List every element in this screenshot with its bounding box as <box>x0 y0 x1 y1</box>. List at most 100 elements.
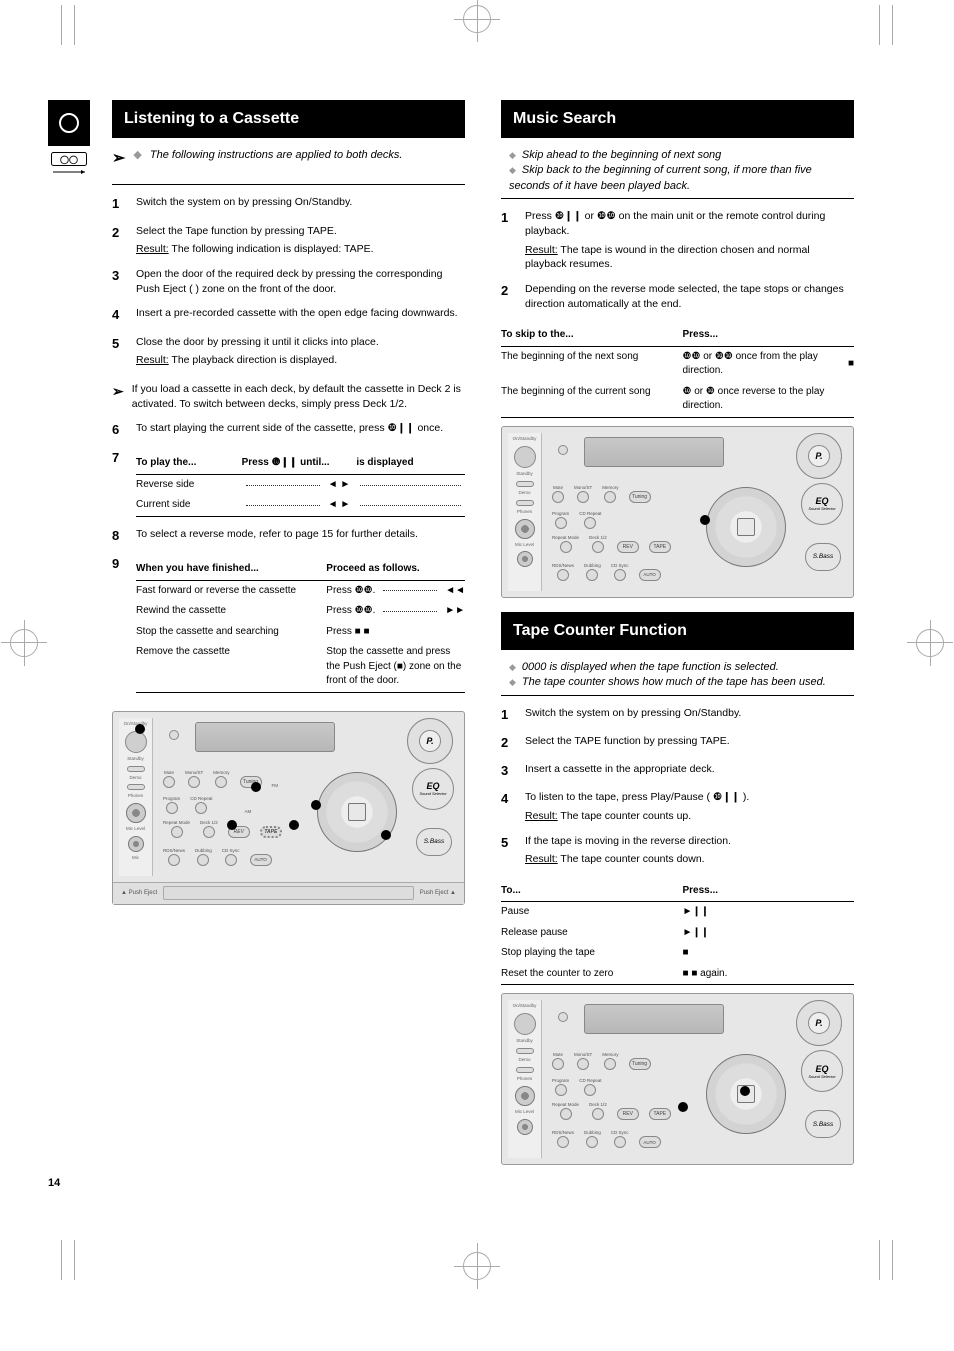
callout-pointer <box>135 724 145 734</box>
col-head: Press... <box>683 884 855 899</box>
list-item: Skip ahead to the beginning of next song <box>509 148 854 163</box>
panel-button: Program <box>552 511 569 529</box>
ir-sensor-icon <box>169 730 179 740</box>
step-number: 4 <box>112 306 126 324</box>
step: 1Switch the system on by pressing On/Sta… <box>112 195 465 213</box>
panel-button: CD Sync <box>611 563 629 581</box>
am-label: AM <box>245 809 252 814</box>
registration-mark <box>10 629 38 657</box>
panel-button: RDS/News <box>552 1130 574 1148</box>
result-label: Result: <box>136 354 169 366</box>
step-8: 8 To select a reverse mode, refer to page… <box>112 527 465 545</box>
panel-button: Repeat Mode <box>552 535 579 553</box>
step-body: Insert a cassette in the appropriate dec… <box>525 762 854 780</box>
display-screen <box>584 437 724 467</box>
step: 2Select the TAPE function by pressing TA… <box>501 734 854 752</box>
device-main-panel: P. Mute Mono/ST Memory Tuning FM Program <box>157 718 458 876</box>
crop-mark <box>55 5 81 45</box>
cell: Press ❿❿. <box>326 604 375 619</box>
result-label: Result: <box>525 244 558 256</box>
auto-pill: AUTO <box>639 569 661 581</box>
label: On/Standby <box>513 437 537 442</box>
col-head: Press ❿❙❙ until... <box>242 456 351 471</box>
panel-button: CD Repeat <box>190 796 212 814</box>
eq-label: EQ <box>426 781 439 791</box>
step-body: Close the door by pressing it until it c… <box>136 335 465 368</box>
label: Phones <box>517 1077 532 1082</box>
power-button-icon <box>514 446 536 468</box>
jack-icon <box>126 803 146 823</box>
panel-button: CD Repeat <box>579 1078 601 1096</box>
step-body: Press ❿❙❙ or ❿❿ on the main unit or the … <box>525 209 854 272</box>
stop-icon <box>348 803 366 821</box>
cell: Reset the counter to zero <box>501 967 673 982</box>
device-front-illustration: On/Standby Standby Demo Phones Mic Level <box>501 426 854 598</box>
panel-button: Deck 1/2 <box>589 535 607 553</box>
panel-button: Dubbing <box>584 563 601 581</box>
device-left-strip: On/Standby Standby Demo Phones Mic Level… <box>119 718 153 876</box>
rev-pill: REV <box>617 1108 639 1120</box>
result-text: The following indication is displayed: T… <box>171 243 373 255</box>
step-body: Open the door of the required deck by pr… <box>136 267 465 296</box>
list-item: Skip back to the beginning of current so… <box>509 163 854 194</box>
cell: Release pause <box>501 926 673 941</box>
result-label: Result: <box>525 853 558 865</box>
crop-mark <box>873 5 899 45</box>
label: Demo <box>129 776 141 781</box>
jack-icon <box>517 551 533 567</box>
tape-pill: TAPE <box>649 541 671 553</box>
left-column: Listening to a Cassette ➢ ◆ The followin… <box>112 100 465 1165</box>
cell: Stop the cassette and press the Push Eje… <box>326 645 465 689</box>
right-title-1: Music Search <box>501 100 854 138</box>
volume-knob: P. <box>796 1000 844 1048</box>
crop-mark <box>873 1240 899 1280</box>
eq-button: EQSound Selector <box>412 768 454 810</box>
device-front-illustration: On/Standby Standby Demo Phones Mic Level… <box>112 711 465 905</box>
cell: Reverse side <box>136 478 236 493</box>
cell: Press ■ <box>326 626 360 637</box>
step-body: If the tape is moving in the reverse dir… <box>525 834 854 867</box>
cell: The beginning of the next song <box>501 350 673 379</box>
step: 6To start playing the current side of th… <box>112 421 465 439</box>
registration-mark <box>463 5 491 33</box>
display-screen <box>195 722 335 752</box>
intro-list: 0000 is displayed when the tape function… <box>509 660 854 691</box>
ir-sensor-icon <box>558 1012 568 1022</box>
volume-knob: P. <box>796 433 844 481</box>
page: ◯◯ Listening to a Cassette ➢ ◆ The follo… <box>0 0 954 1285</box>
step-number: 8 <box>112 527 126 545</box>
cell: Stop playing the tape <box>501 946 673 961</box>
panel-button: Dubbing <box>584 1130 601 1148</box>
jack-icon <box>515 1086 535 1106</box>
skip-table: To skip to the... Press... The beginning … <box>501 325 854 418</box>
label: Phones <box>517 510 532 515</box>
small-button-icon <box>516 1048 534 1054</box>
sbass-button: S.Bass <box>805 1110 841 1138</box>
device-left-strip: On/Standby Standby Demo Phones Mic Level <box>508 433 542 591</box>
step-text: If the tape is moving in the reverse dir… <box>525 835 731 847</box>
crop-mark <box>55 1240 81 1280</box>
result-label: Result: <box>525 810 558 822</box>
panel-button: CD Sync <box>611 1130 629 1148</box>
col-head: Press... <box>683 328 855 343</box>
note-text: If you load a cassette in each deck, by … <box>132 382 465 411</box>
result-text: The playback direction is displayed. <box>171 354 337 366</box>
cell: Pause <box>501 905 673 920</box>
callout-pointer <box>251 782 261 792</box>
label: On/Standby <box>513 1004 537 1009</box>
panel-button: CD Sync <box>222 848 240 866</box>
stop-icon <box>737 518 755 536</box>
panel-button: Mono/ST <box>185 770 203 788</box>
step-body: To start playing the current side of the… <box>136 421 465 439</box>
step-body: To select a reverse mode, refer to page … <box>136 527 465 545</box>
tape-pill: TAPE <box>260 826 282 838</box>
step-body: Switch the system on by pressing On/Stan… <box>525 706 854 724</box>
step-number: 3 <box>112 267 126 296</box>
list-item: 0000 is displayed when the tape function… <box>509 660 854 675</box>
step: 4To listen to the tape, press Play/Pause… <box>501 790 854 823</box>
col-head: To skip to the... <box>501 328 673 343</box>
list-item: The tape counter shows how much of the t… <box>509 675 854 690</box>
step: 2Select the Tape function by pressing TA… <box>112 224 465 257</box>
auto-pill: AUTO <box>639 1136 661 1148</box>
eq-button: EQSound Selector <box>801 483 843 525</box>
